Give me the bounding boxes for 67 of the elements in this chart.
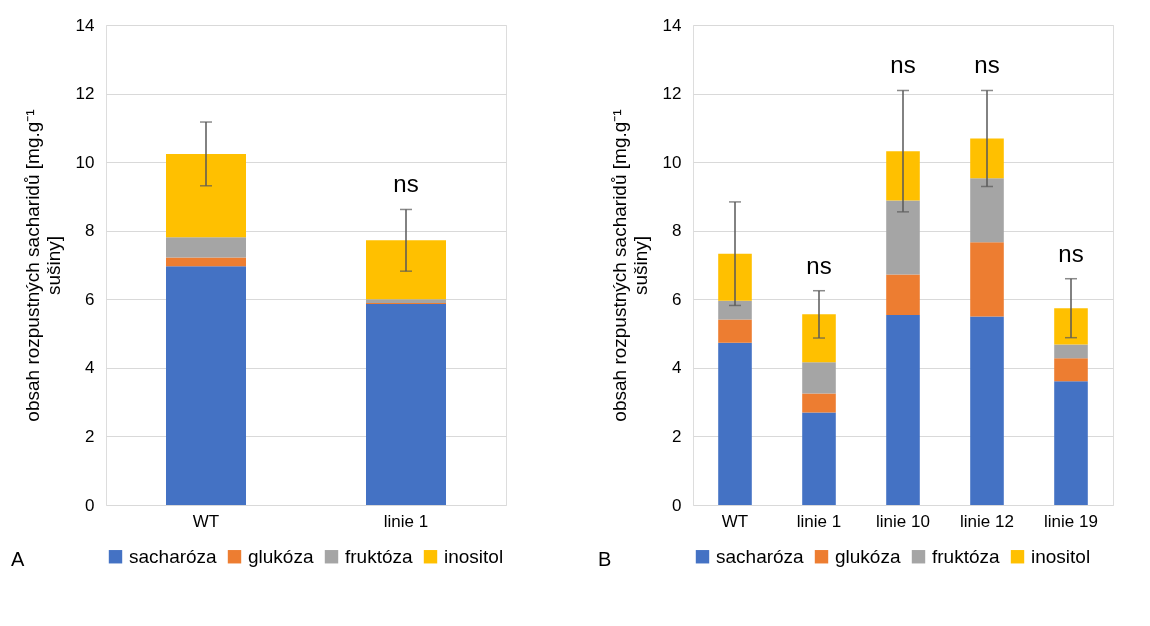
bar xyxy=(802,412,836,505)
y-tick-label: 2 xyxy=(85,426,95,446)
y-tick-label: 6 xyxy=(85,289,95,309)
y-tick-label: 8 xyxy=(85,221,95,241)
bar xyxy=(718,253,752,301)
x-tick-label: linie 10 xyxy=(876,511,930,531)
bar xyxy=(970,242,1004,317)
legend-label: sacharóza xyxy=(129,545,218,567)
y-tick-label: 14 xyxy=(75,15,95,35)
bar xyxy=(886,200,920,275)
x-tick-label: linie 1 xyxy=(796,511,842,531)
bar xyxy=(970,178,1004,243)
bar xyxy=(802,362,836,394)
bar xyxy=(718,342,752,505)
y-tick-label: 4 xyxy=(672,358,682,378)
y-tick-label: 12 xyxy=(75,84,95,104)
y-tick-label: 0 xyxy=(85,495,95,515)
bar xyxy=(166,153,246,238)
bar xyxy=(166,266,246,505)
annotation: ns xyxy=(1058,239,1084,267)
x-tick-label: linie 1 xyxy=(383,511,429,531)
bar xyxy=(1054,344,1088,359)
y-tick-label: 10 xyxy=(75,152,95,172)
y-tick-label: 6 xyxy=(672,289,682,309)
bar xyxy=(166,257,246,267)
bar xyxy=(366,299,446,304)
legend-label: inositol xyxy=(1031,545,1091,567)
bar xyxy=(886,274,920,316)
text: B xyxy=(598,548,612,570)
text: A xyxy=(11,548,25,570)
x-tick-label: WT xyxy=(192,511,220,531)
annotation: ns xyxy=(890,51,916,79)
legend-label: fruktóza xyxy=(932,545,1001,567)
y-axis-title: obsah rozpustných sacharidů [mg.g⁻¹ sušiny] xyxy=(21,109,64,422)
bar xyxy=(970,316,1004,505)
annotation: ns xyxy=(393,170,419,198)
legend-label: sacharóza xyxy=(716,545,805,567)
bar xyxy=(886,315,920,505)
bar xyxy=(718,319,752,343)
bar xyxy=(366,240,446,300)
x-tick-label: WT xyxy=(721,511,749,531)
y-tick-label: 4 xyxy=(85,358,95,378)
bar xyxy=(802,393,836,413)
bar xyxy=(970,138,1004,179)
annotation: ns xyxy=(806,251,832,279)
y-tick-label: 8 xyxy=(672,221,682,241)
annotation: ns xyxy=(974,51,1000,79)
y-tick-label: 10 xyxy=(662,152,682,172)
bar xyxy=(166,237,246,258)
legend-label: fruktóza xyxy=(345,545,414,567)
bar xyxy=(802,314,836,363)
x-tick-label: linie 19 xyxy=(1044,511,1098,531)
bar xyxy=(886,151,920,201)
x-tick-label: linie 12 xyxy=(960,511,1014,531)
bar xyxy=(718,300,752,320)
legend-label: glukóza xyxy=(835,545,901,567)
y-tick-label: 0 xyxy=(672,495,682,515)
y-tick-label: 14 xyxy=(662,15,682,35)
legend-label: glukóza xyxy=(248,545,314,567)
bar xyxy=(1054,358,1088,382)
y-tick-label: 2 xyxy=(672,426,682,446)
bar xyxy=(1054,308,1088,345)
legend-label: inositol xyxy=(444,545,504,567)
y-axis-title: obsah rozpustných sacharidů [mg.g⁻¹ sušiny] xyxy=(608,109,651,422)
bar xyxy=(366,304,446,505)
bar xyxy=(1054,381,1088,505)
y-tick-label: 12 xyxy=(662,84,682,104)
